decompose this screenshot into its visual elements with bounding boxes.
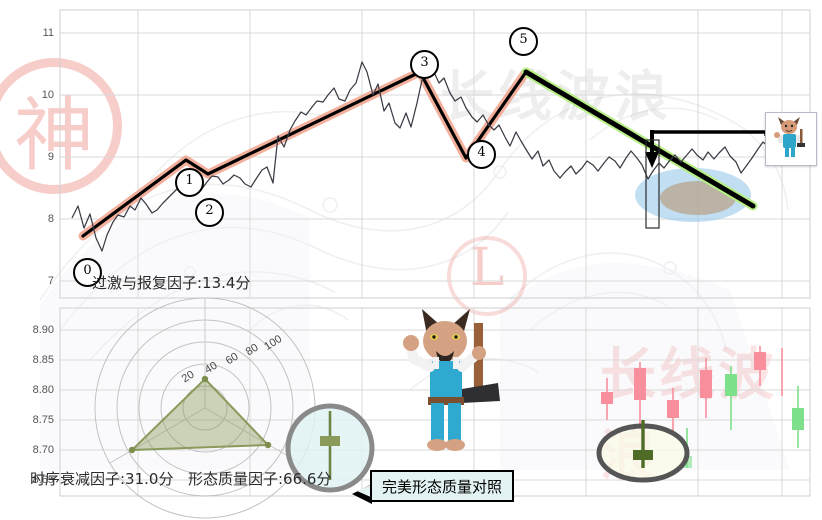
xtick-1: 2022-06-27 14:00	[0, 12, 411, 24]
candle	[667, 388, 679, 434]
xtick-5: 2022-07-11 14:00	[0, 60, 411, 72]
xtick-4: 2022-07-07 13:00	[0, 48, 411, 60]
ytick-top-2: 9	[47, 151, 54, 163]
ytick-bot-2: 8.80	[32, 384, 54, 396]
detail-candle-chart: 8.90 8.85 8.80 8.75 8.70 8.65	[33, 297, 811, 519]
ytick-bot-3: 8.75	[32, 414, 54, 426]
factor-overreaction-label: 过激与报复因子:13.4分	[92, 274, 251, 292]
wave-label-4: 4	[467, 140, 496, 169]
candle	[700, 358, 712, 418]
ytick-bot-5: 8.65	[32, 474, 54, 486]
impulse-wave-band	[78, 67, 531, 241]
factor-quality-label: 形态质量因子:66.6分	[188, 470, 332, 488]
wave-label-5: 5	[509, 27, 538, 56]
callout-arrow-fill	[357, 484, 373, 498]
xtick-0: 2022-06-23 13:00	[0, 0, 411, 12]
ytick-top-3: 8	[47, 213, 54, 225]
candle	[754, 346, 766, 386]
wave-label-2: 2	[195, 198, 224, 227]
ytick-top-1: 10	[41, 89, 54, 101]
candle	[634, 362, 646, 430]
candle-series	[601, 346, 804, 468]
ytick-top-4: 7	[47, 275, 54, 287]
candle	[792, 386, 804, 448]
ytick-bot-4: 8.70	[32, 444, 54, 456]
ytick-bot-0: 8.90	[32, 324, 54, 336]
xtick-2: 2022-06-30 13:00	[0, 24, 411, 36]
wave-label-3: 3	[410, 50, 439, 79]
dog-mascot-hammer-icon	[400, 305, 510, 465]
ytick-top-0: 11	[42, 27, 54, 39]
highlight-candle	[596, 420, 690, 483]
candle	[725, 366, 737, 430]
callout-box[interactable]: 完美形态质量对照	[370, 470, 515, 502]
downtrend-line	[523, 69, 756, 209]
callout-label: 完美形态质量对照	[382, 477, 503, 496]
xtick-6: 2022-07-14 13:00	[0, 72, 411, 84]
factor-radar	[94, 297, 316, 519]
factor-decay-label: 时序衰减因子:31.0分	[30, 470, 174, 488]
wave-label-1: 1	[175, 168, 204, 197]
ytick-bot-1: 8.85	[32, 354, 54, 366]
candle	[601, 378, 613, 420]
wave-label-0: 0	[73, 258, 102, 287]
price-wave-chart: 11 10 9 8 7	[42, 9, 811, 299]
reference-candle	[285, 403, 375, 493]
dog-mascot-icon	[765, 112, 817, 166]
radar-area	[129, 377, 271, 452]
xtick-3: 2022-07-04 14:00	[0, 36, 411, 48]
